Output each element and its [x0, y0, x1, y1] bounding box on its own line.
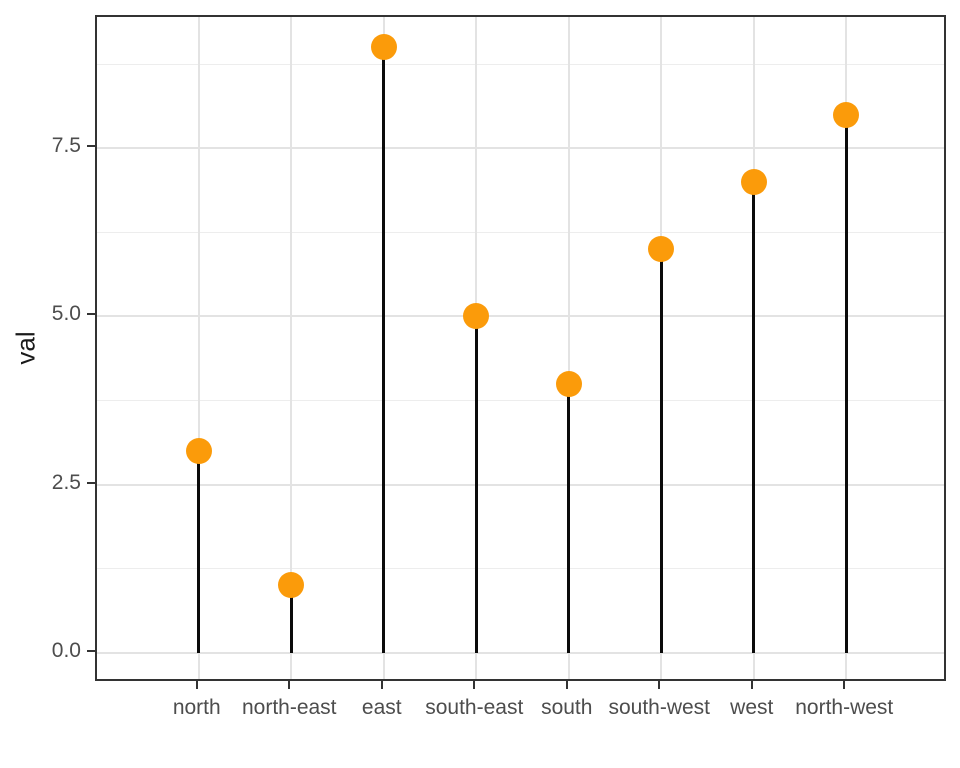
lollipop-dot [555, 370, 582, 397]
x-axis-tick [565, 681, 568, 689]
lollipop-stem [474, 316, 478, 653]
x-axis-tick [195, 681, 198, 689]
x-axis-tick-label: south [541, 696, 593, 719]
lollipop-stem [197, 450, 201, 653]
lollipop-stem [289, 585, 293, 653]
y-axis-tick [87, 313, 95, 316]
lollipop-stem [659, 249, 663, 653]
y-axis-tick-label: 5.0 [51, 302, 81, 326]
lollipop-dot [463, 303, 490, 330]
gridline-h-minor [97, 399, 944, 401]
y-axis-tick-label: 0.0 [51, 638, 81, 662]
lollipop-stem [382, 47, 386, 653]
x-axis-tick [750, 681, 753, 689]
y-axis-tick [87, 145, 95, 148]
x-axis-tick [380, 681, 383, 689]
x-axis-tick-label: east [361, 696, 402, 719]
lollipop-dot [648, 236, 675, 263]
x-axis-tick [658, 681, 661, 689]
x-axis-tick [843, 681, 846, 689]
y-axis-tick [87, 649, 95, 652]
x-axis-tick-label: south-west [608, 696, 711, 719]
gridline-h-major [97, 651, 944, 654]
x-axis-tick-label: south-east [425, 696, 524, 719]
x-axis-tick-label: north-east [241, 696, 337, 719]
y-axis-tick [87, 481, 95, 484]
x-axis-tick [288, 681, 291, 689]
lollipop-stem [752, 181, 756, 653]
x-axis-tick [473, 681, 476, 689]
gridline-h-major [97, 315, 944, 318]
gridline-v-major [197, 17, 200, 679]
gridline-h-major [97, 147, 944, 150]
lollipop-dot [740, 168, 767, 195]
lollipop-dot [833, 101, 860, 128]
y-axis-title: val [10, 331, 41, 365]
y-axis-tick-label: 7.5 [51, 134, 81, 158]
gridline-v-major [567, 17, 570, 679]
gridline-h-minor [97, 231, 944, 233]
x-axis-tick-label: north-west [795, 696, 894, 719]
lollipop-dot [370, 34, 397, 61]
gridline-h-minor [97, 568, 944, 570]
x-axis-tick-label: west [730, 696, 774, 719]
gridline-h-major [97, 483, 944, 486]
gridline-v-major [290, 17, 293, 679]
y-axis-tick-label: 2.5 [51, 470, 81, 494]
lollipop-stem [567, 383, 571, 653]
x-axis-tick-label: north [172, 696, 221, 719]
lollipop-dot [278, 572, 305, 599]
plot-panel [95, 15, 946, 681]
lollipop-dot [185, 437, 212, 464]
gridline-h-minor [97, 63, 944, 65]
lollipop-stem [844, 114, 848, 653]
